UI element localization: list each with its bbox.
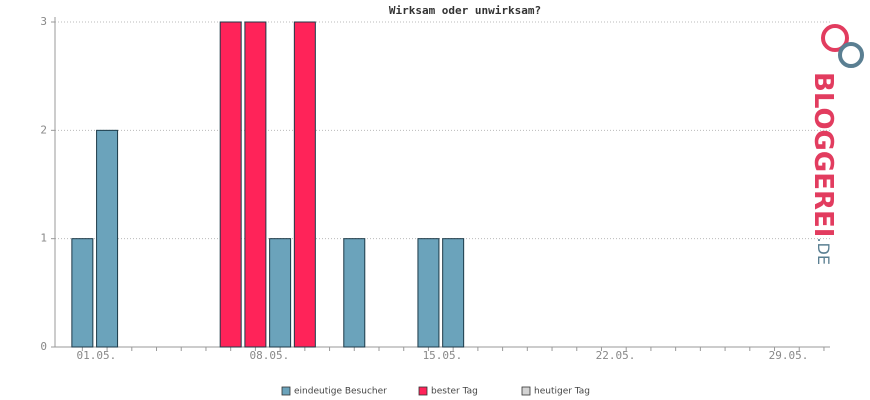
bar: [96, 129, 119, 348]
legend-label: bester Tag: [431, 387, 478, 397]
bar: [269, 238, 292, 348]
bar: [219, 21, 242, 348]
legend-swatch: [521, 386, 531, 396]
legend-label: heutiger Tag: [534, 387, 590, 397]
legend-swatch: [418, 386, 428, 396]
x-tick-label: 29.05.: [769, 349, 809, 362]
logo-icon: [838, 42, 864, 68]
y-tick-label: 1: [40, 232, 47, 245]
logo-name: BLOGGEREI: [809, 72, 839, 237]
x-tick-label: 22.05.: [596, 349, 636, 362]
y-tick-label: 2: [40, 123, 47, 136]
logo: BLOGGEREI.DE: [809, 24, 864, 265]
bar: [71, 238, 94, 348]
bar: [244, 21, 267, 348]
chart-title: Wirksam oder unwirksam?: [389, 4, 541, 17]
bar: [442, 238, 465, 348]
legend-label: eindeutige Besucher: [294, 387, 387, 397]
bar: [293, 21, 316, 348]
legend-swatch: [281, 386, 291, 396]
logo-suffix: .DE: [815, 237, 834, 265]
bar: [417, 238, 440, 348]
logo-icon: [821, 24, 849, 52]
x-tick-label: 01.05.: [76, 349, 116, 362]
y-tick-label: 0: [40, 340, 47, 353]
logo-text: BLOGGEREI.DE: [809, 72, 839, 265]
x-tick-label: 08.05.: [250, 349, 290, 362]
y-tick-label: 3: [40, 15, 47, 28]
x-tick-label: 15.05.: [423, 349, 463, 362]
bar: [343, 238, 366, 348]
